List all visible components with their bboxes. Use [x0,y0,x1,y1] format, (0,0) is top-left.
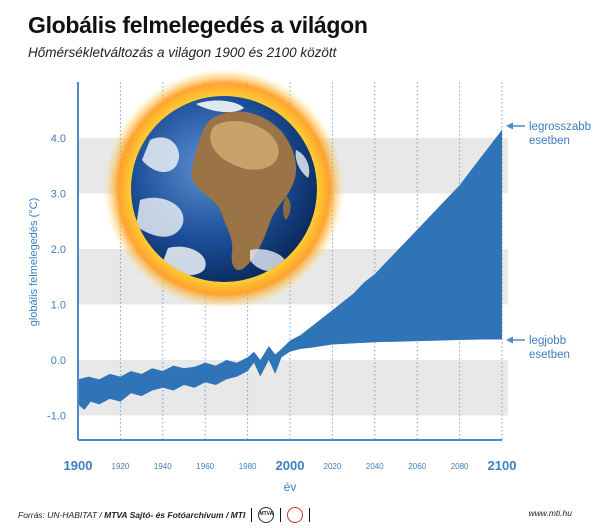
divider [280,508,282,522]
y-tick-label: 1.0 [51,300,66,312]
x-tick-label-major: 1900 [64,458,93,473]
x-tick-label-minor: 2060 [408,462,426,471]
mti-logo [287,507,304,523]
divider [309,508,311,522]
annotation-label-line1: legjobb [529,335,566,347]
x-tick-label-minor: 2040 [366,462,384,471]
annotation-label-line2: esetben [529,135,570,147]
annotation-label-line2: esetben [529,349,570,361]
y-tick-label: 3.0 [51,189,66,201]
chart-subtitle: Hőmérsékletváltozás a világon 1900 és 21… [28,45,337,60]
y-tick-label: 4.0 [51,133,66,145]
y-tick-label: 2.0 [51,244,66,256]
x-tick-label-minor: 1980 [239,462,257,471]
annotation-arrowhead [506,336,513,344]
earth-globe-illustration [104,69,344,309]
x-axis-label: év [284,480,297,494]
source-url: www.mti.hu [528,508,572,518]
annotation-arrowhead [506,122,513,130]
x-tick-label-minor: 2080 [451,462,469,471]
x-tick-label-major: 2000 [276,458,305,473]
x-tick-label-minor: 1960 [196,462,214,471]
y-tick-label: -1.0 [47,411,66,423]
annotation-label-line1: legrosszabb [529,121,591,133]
x-tick-label-major: 2100 [488,458,517,473]
divider [251,508,253,522]
mtva-logo: MTVA [258,507,275,523]
x-tick-label-minor: 2020 [324,462,342,471]
x-tick-label-minor: 1940 [154,462,172,471]
source-footer: Forrás: UN-HABITAT / MTVA Sajtó- és Fotó… [18,507,311,523]
chart-title: Globális felmelegedés a világon [28,12,368,38]
y-axis-label: globális felmelegedés (°C) [28,198,40,327]
x-tick-label-minor: 1920 [112,462,130,471]
y-tick-label: 0.0 [51,355,66,367]
source-text: Forrás: UN-HABITAT / MTVA Sajtó- és Fotó… [18,510,246,520]
warming-range-band [78,129,502,410]
